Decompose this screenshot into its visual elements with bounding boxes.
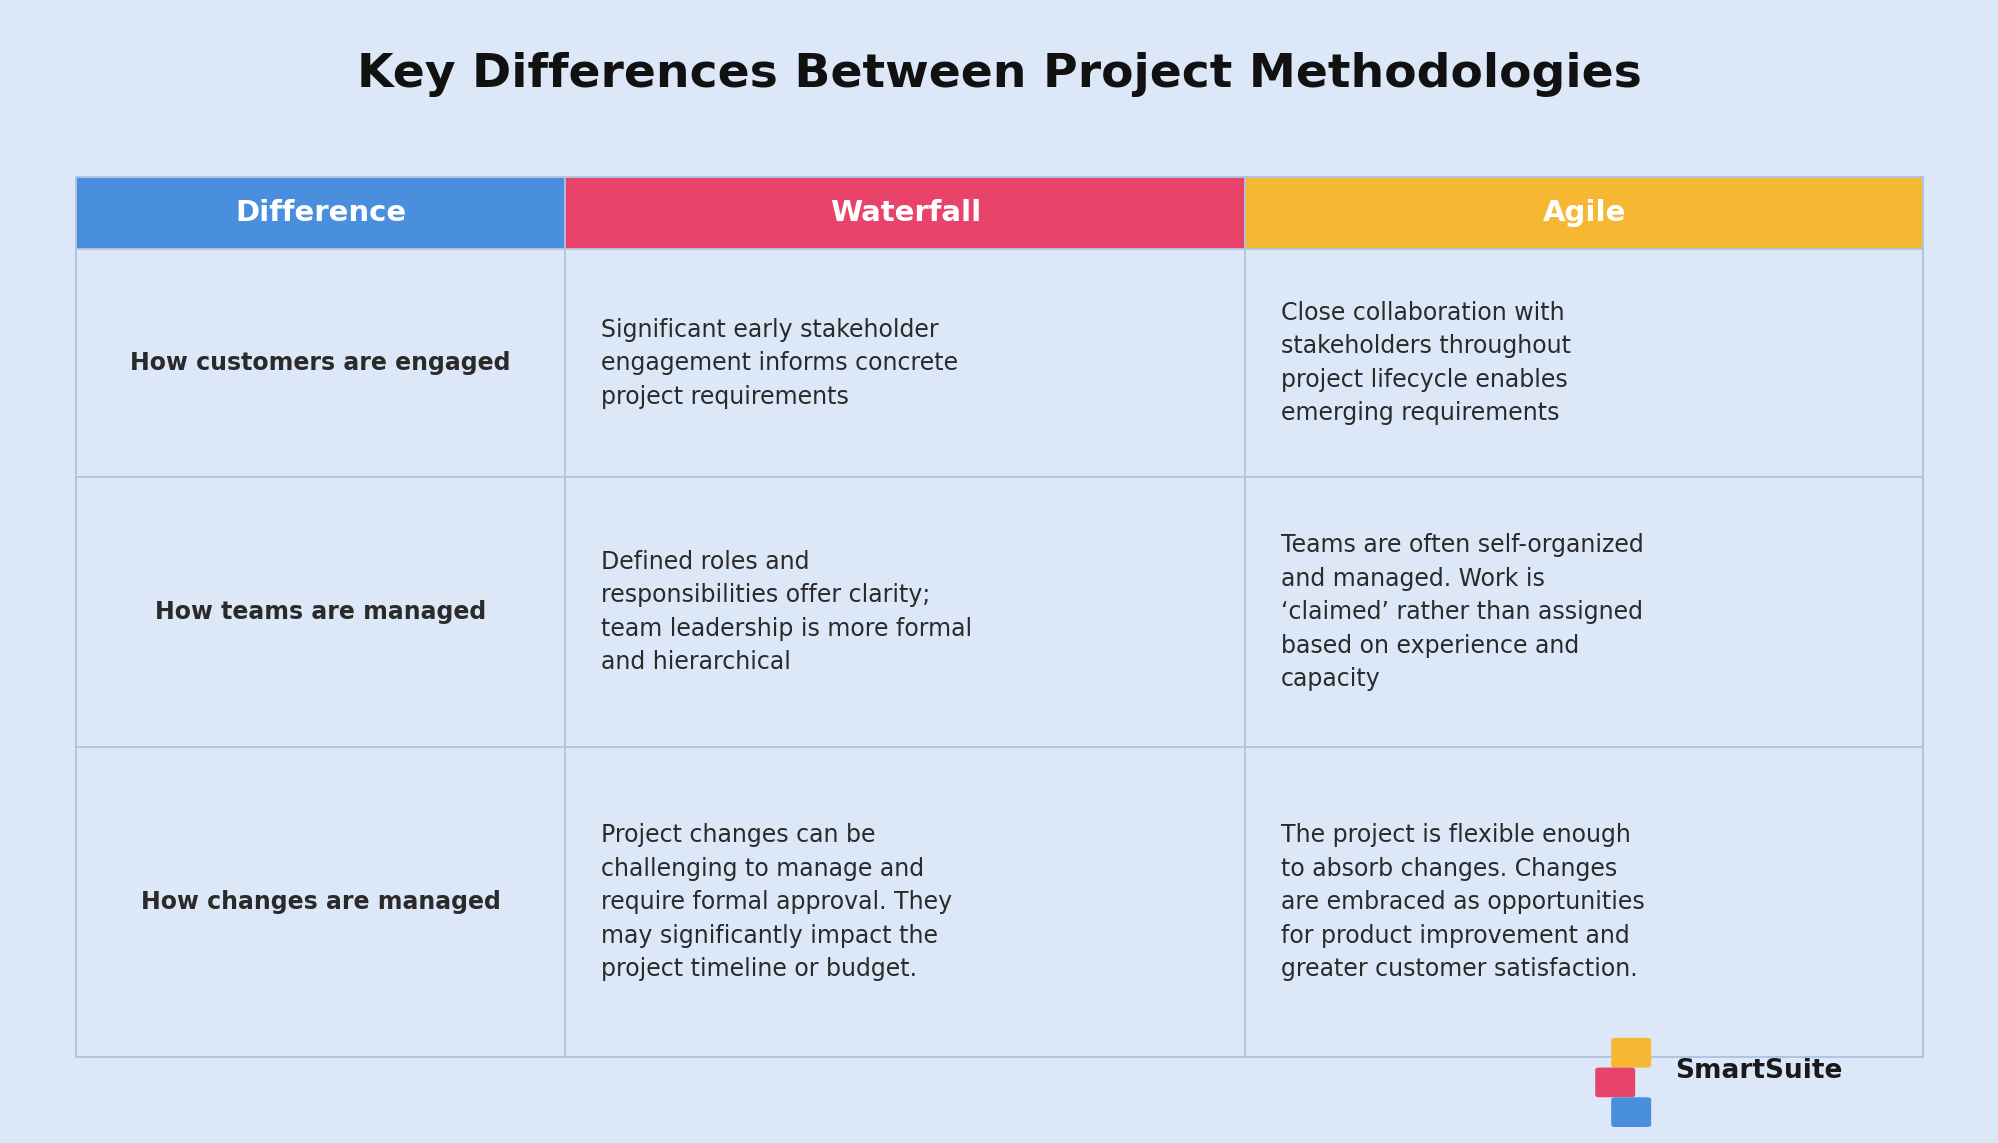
Text: Project changes can be
challenging to manage and
require formal approval. They
m: Project changes can be challenging to ma… (601, 823, 953, 981)
Text: The project is flexible enough
to absorb changes. Changes
are embraced as opport: The project is flexible enough to absorb… (1281, 823, 1644, 981)
Bar (76, 249, 565, 477)
Bar (76, 748, 565, 1057)
Text: Key Differences Between Project Methodologies: Key Differences Between Project Methodol… (358, 51, 1640, 97)
Text: Agile: Agile (1542, 199, 1624, 227)
Bar (565, 748, 1245, 1057)
Text: How changes are managed: How changes are managed (140, 890, 500, 914)
Text: Teams are often self-organized
and managed. Work is
‘claimed’ rather than assign: Teams are often self-organized and manag… (1281, 533, 1642, 692)
Text: SmartSuite: SmartSuite (1674, 1058, 1842, 1084)
Bar (565, 249, 1245, 477)
Bar (1245, 748, 1922, 1057)
Bar (1245, 249, 1922, 477)
Text: How teams are managed: How teams are managed (156, 600, 486, 624)
Text: Close collaboration with
stakeholders throughout
project lifecycle enables
emerg: Close collaboration with stakeholders th… (1281, 301, 1570, 425)
Bar (1245, 477, 1922, 748)
Bar (76, 177, 1922, 1057)
Bar (565, 477, 1245, 748)
Text: Significant early stakeholder
engagement informs concrete
project requirements: Significant early stakeholder engagement… (601, 318, 959, 409)
FancyBboxPatch shape (1594, 1068, 1634, 1097)
Text: How customers are engaged: How customers are engaged (130, 351, 511, 375)
FancyBboxPatch shape (1610, 1097, 1650, 1127)
FancyBboxPatch shape (1610, 1038, 1650, 1068)
Bar (1245, 177, 1922, 249)
Text: Waterfall: Waterfall (829, 199, 981, 227)
Bar (76, 477, 565, 748)
Bar (565, 177, 1245, 249)
Bar (76, 177, 565, 249)
Text: Defined roles and
responsibilities offer clarity;
team leadership is more formal: Defined roles and responsibilities offer… (601, 550, 973, 674)
Text: Difference: Difference (236, 199, 406, 227)
